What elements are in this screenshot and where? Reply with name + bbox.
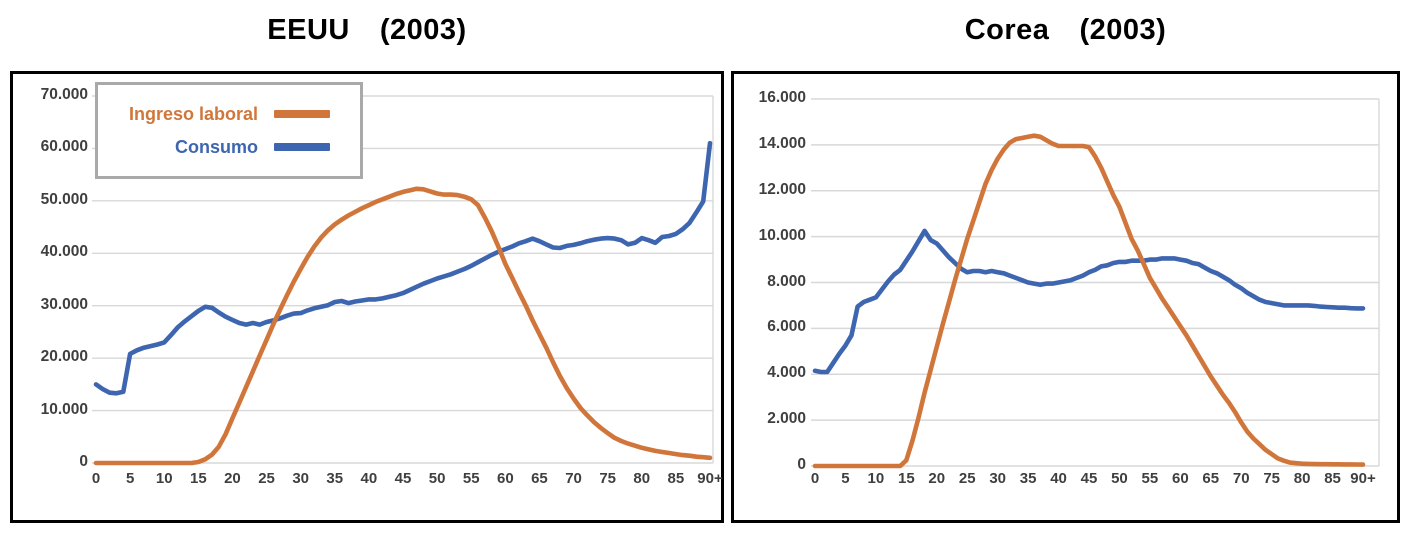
legend-swatch-consumo bbox=[274, 143, 330, 151]
x-axis-tick: 40 bbox=[360, 470, 378, 487]
x-axis-tick: 50 bbox=[1111, 470, 1128, 487]
y-axis-tick: 10.000 bbox=[40, 400, 88, 418]
x-axis-tick: 15 bbox=[189, 470, 207, 487]
y-axis-tick: 70.000 bbox=[40, 86, 88, 103]
plot-area-corea bbox=[811, 98, 1380, 469]
x-axis-tick: 5 bbox=[841, 470, 850, 487]
y-axis-tick: 16.000 bbox=[758, 89, 806, 106]
x-axis-tick: 85 bbox=[1324, 470, 1341, 487]
x-axis-tick: 10 bbox=[155, 470, 173, 487]
x-axis-tick: 45 bbox=[1080, 470, 1098, 487]
y-axis-tick: 14.000 bbox=[758, 134, 806, 152]
legend-item-ingreso-laboral: Ingreso laboral bbox=[98, 104, 360, 125]
x-axis-tick: 20 bbox=[224, 470, 241, 487]
y-axis-tick: 12.000 bbox=[758, 180, 806, 198]
x-axis-tick: 0 bbox=[810, 470, 820, 487]
y-axis-tick: 30.000 bbox=[40, 295, 88, 313]
y-axis-tick: 8.000 bbox=[767, 272, 806, 290]
x-axis-tick: 80 bbox=[1293, 470, 1311, 487]
x-axis-tick: 70 bbox=[1232, 470, 1250, 487]
chart-title-corea: Corea (2003) bbox=[731, 14, 1400, 47]
x-axis-tick: 70 bbox=[565, 470, 582, 487]
x-axis-tick: 50 bbox=[428, 470, 446, 487]
y-axis-tick: 6.000 bbox=[767, 318, 806, 336]
x-axis-tick: 30 bbox=[292, 470, 309, 487]
chart-title-country: Corea bbox=[964, 14, 1050, 46]
x-axis-tick: 10 bbox=[867, 470, 885, 487]
x-axis-tick: 25 bbox=[958, 470, 976, 487]
x-axis-tick: 40 bbox=[1050, 470, 1067, 487]
y-axis-tick: 0 bbox=[79, 453, 88, 470]
legend: Ingreso laboral Consumo bbox=[95, 82, 363, 179]
series-line-ingreso-laboral bbox=[93, 186, 713, 466]
chart-title-country: EEUU bbox=[267, 14, 350, 46]
x-axis-tick: 15 bbox=[897, 470, 915, 487]
legend-item-consumo: Consumo bbox=[98, 137, 360, 158]
y-axis-tick: 2.000 bbox=[767, 410, 806, 428]
legend-label-ingreso-laboral: Ingreso laboral bbox=[128, 103, 258, 124]
y-axis-tick: 40.000 bbox=[40, 243, 88, 261]
x-axis-tick: 85 bbox=[667, 470, 685, 487]
x-axis-tick: 35 bbox=[326, 470, 344, 487]
legend-swatch-ingreso-laboral bbox=[274, 110, 330, 118]
series-line-consumo bbox=[812, 228, 1366, 375]
x-axis-tick: 5 bbox=[125, 470, 135, 487]
x-axis-tick: 55 bbox=[1141, 470, 1159, 487]
y-axis-tick: 60.000 bbox=[40, 138, 88, 156]
x-axis-tick: 45 bbox=[394, 470, 412, 487]
x-axis-tick: 65 bbox=[1202, 470, 1220, 487]
x-axis-tick: 30 bbox=[989, 470, 1006, 487]
x-axis-tick: 25 bbox=[258, 470, 275, 487]
x-axis-tick: 90+ bbox=[697, 470, 723, 487]
x-axis-tick: 75 bbox=[599, 470, 616, 487]
y-axis-tick: 4.000 bbox=[767, 364, 806, 382]
series-line-consumo bbox=[93, 140, 713, 396]
series-line-ingreso-laboral bbox=[812, 133, 1366, 469]
x-axis-tick: 35 bbox=[1019, 470, 1037, 487]
plot-area-eeuu bbox=[92, 95, 714, 466]
y-axis-tick: 10.000 bbox=[758, 226, 806, 244]
chart-title-year: (2003) bbox=[379, 14, 467, 46]
x-axis-tick: 55 bbox=[462, 470, 480, 487]
chart-panel-eeuu: Ingreso laboral Consumo 0 10.000 20.000 30.… bbox=[10, 71, 724, 523]
y-axis-tick: 0 bbox=[797, 456, 806, 473]
y-axis-tick: 50.000 bbox=[40, 190, 88, 208]
x-axis-tick: 80 bbox=[633, 470, 651, 487]
x-axis-tick: 20 bbox=[928, 470, 946, 487]
x-axis-tick: 0 bbox=[91, 470, 101, 487]
y-axis-tick: 20.000 bbox=[40, 348, 88, 366]
legend-label-consumo: Consumo bbox=[175, 136, 258, 157]
chart-title-year: (2003) bbox=[1079, 14, 1167, 46]
chart-panel-corea: 0 2.000 4.000 6.000 8.000 10.000 12.000 14.000 1… bbox=[731, 71, 1400, 523]
x-axis-tick: 90+ bbox=[1350, 470, 1376, 487]
chart-title-eeuu: EEUU (2003) bbox=[10, 14, 724, 47]
x-axis-tick: 75 bbox=[1263, 470, 1280, 487]
x-axis-tick: 60 bbox=[496, 470, 514, 487]
x-axis-tick: 65 bbox=[531, 470, 548, 487]
x-axis-tick: 60 bbox=[1171, 470, 1189, 487]
